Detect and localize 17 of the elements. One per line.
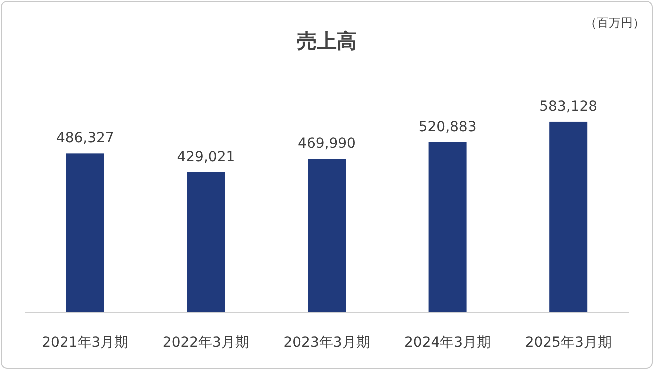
bar — [187, 172, 226, 313]
bar — [308, 159, 346, 313]
x-tick-label: 2021年3月期 — [42, 335, 129, 351]
data-label: 429,021 — [177, 149, 236, 166]
text: （百万円） — [585, 16, 645, 30]
data-label: 583,128 — [540, 98, 598, 115]
x-tick-label: 2024年3月期 — [404, 335, 492, 351]
x-tick-label: 2023年3月期 — [284, 335, 370, 351]
bar — [550, 122, 588, 313]
chart-title: 売上高 — [297, 29, 357, 53]
x-tick-label: 2025年3月期 — [525, 335, 612, 351]
data-label: 520,883 — [418, 119, 477, 136]
x-tick-label: 2022年3月期 — [162, 335, 250, 351]
data-label: 486,327 — [56, 130, 114, 147]
bar — [66, 154, 104, 313]
bar — [428, 142, 467, 313]
data-label: 469,990 — [298, 136, 356, 152]
